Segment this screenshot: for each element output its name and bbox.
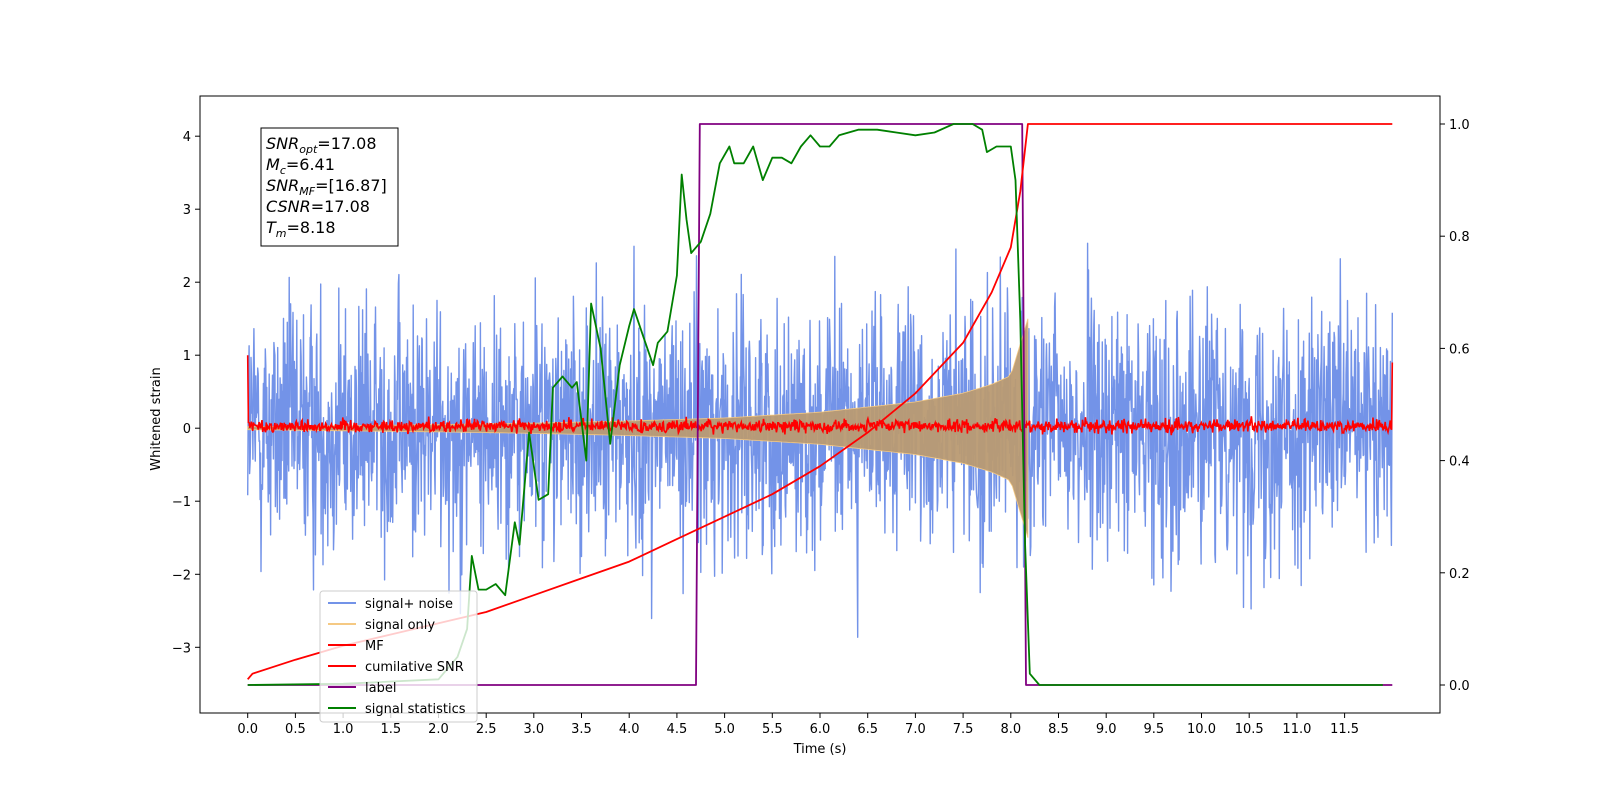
x-tick-label: 3.0 <box>523 722 544 737</box>
y-tick-label: 4 <box>183 130 191 145</box>
x-tick-label: 8.0 <box>1000 722 1021 737</box>
x-tick-label: 2.5 <box>476 722 497 737</box>
info-mc: Mc=6.41 <box>266 155 335 177</box>
x-tick-label: 11.0 <box>1282 722 1311 737</box>
ticks-layer: 0.0 0.5 1.0 1.5 2.0 2.5 3.0 3.5 4.0 4.5 5.0 5.5 6.0 6… <box>172 118 1470 737</box>
series-mf <box>246 355 1394 436</box>
legend-label-signal-only: signal only <box>365 618 435 633</box>
x-tick-label: 10.0 <box>1187 722 1216 737</box>
y-tick-label: −1 <box>172 495 191 510</box>
legend-label-cumulative-snr: cumilative SNR <box>365 660 464 675</box>
legend: signal+ noise signal only MF cumilative … <box>319 590 478 723</box>
x-tick-label: 1.5 <box>380 722 401 737</box>
x-tick-label: 5.0 <box>714 722 735 737</box>
info-box: SNRopt=17.08 Mc=6.41 SNRMF=[16.87] CSNR=… <box>260 127 399 247</box>
y-tick-label: 1 <box>183 349 191 364</box>
legend-label-label: label <box>365 681 396 696</box>
x-tick-label: 3.5 <box>571 722 592 737</box>
x-tick-label: 6.0 <box>810 722 831 737</box>
y-tick-label: 0 <box>183 422 191 437</box>
x-tick-label: 9.5 <box>1143 722 1164 737</box>
info-snr-opt: SNRopt=17.08 <box>266 134 377 156</box>
x-tick-label: 1.0 <box>333 722 354 737</box>
info-tm: Tm=8.18 <box>266 218 336 240</box>
x-tick-label: 8.5 <box>1048 722 1069 737</box>
y2-tick-label: 0.8 <box>1449 230 1470 245</box>
y2-tick-label: 0.4 <box>1449 455 1470 470</box>
y-tick-label: 2 <box>183 276 191 291</box>
legend-label-mf: MF <box>365 639 384 654</box>
info-csnr: CSNR=17.08 <box>266 197 370 216</box>
y2-tick-label: 0.0 <box>1449 679 1470 694</box>
x-tick-label: 0.5 <box>285 722 306 737</box>
info-box-frame <box>260 127 399 247</box>
legend-label-signal-statistics: signal statistics <box>365 702 466 717</box>
y2-tick-label: 1.0 <box>1449 118 1470 133</box>
y-tick-label: −3 <box>172 641 191 656</box>
x-tick-label: 10.5 <box>1235 722 1264 737</box>
y-axis-label: Whitened strain <box>149 367 164 470</box>
series-layer <box>246 123 1394 686</box>
legend-frame <box>319 590 478 723</box>
y-tick-label: 3 <box>183 203 191 218</box>
x-tick-label: 7.0 <box>905 722 926 737</box>
y-tick-label: −2 <box>172 568 191 583</box>
legend-label-signal-noise: signal+ noise <box>365 597 453 612</box>
x-tick-label: 5.5 <box>762 722 783 737</box>
x-tick-label: 7.5 <box>953 722 974 737</box>
series-signal-statistics <box>247 123 1383 686</box>
x-tick-label: 9.0 <box>1096 722 1117 737</box>
x-tick-label: 4.0 <box>619 722 640 737</box>
y2-tick-label: 0.6 <box>1449 342 1470 357</box>
y2-tick-label: 0.2 <box>1449 567 1470 582</box>
info-snr-mf: SNRMF=[16.87] <box>266 176 387 198</box>
x-tick-label: 0.0 <box>237 722 258 737</box>
x-axis-label: Time (s) <box>793 742 847 757</box>
x-tick-label: 11.5 <box>1330 722 1359 737</box>
x-tick-label: 2.0 <box>428 722 449 737</box>
x-tick-label: 4.5 <box>667 722 688 737</box>
x-tick-label: 6.5 <box>857 722 878 737</box>
